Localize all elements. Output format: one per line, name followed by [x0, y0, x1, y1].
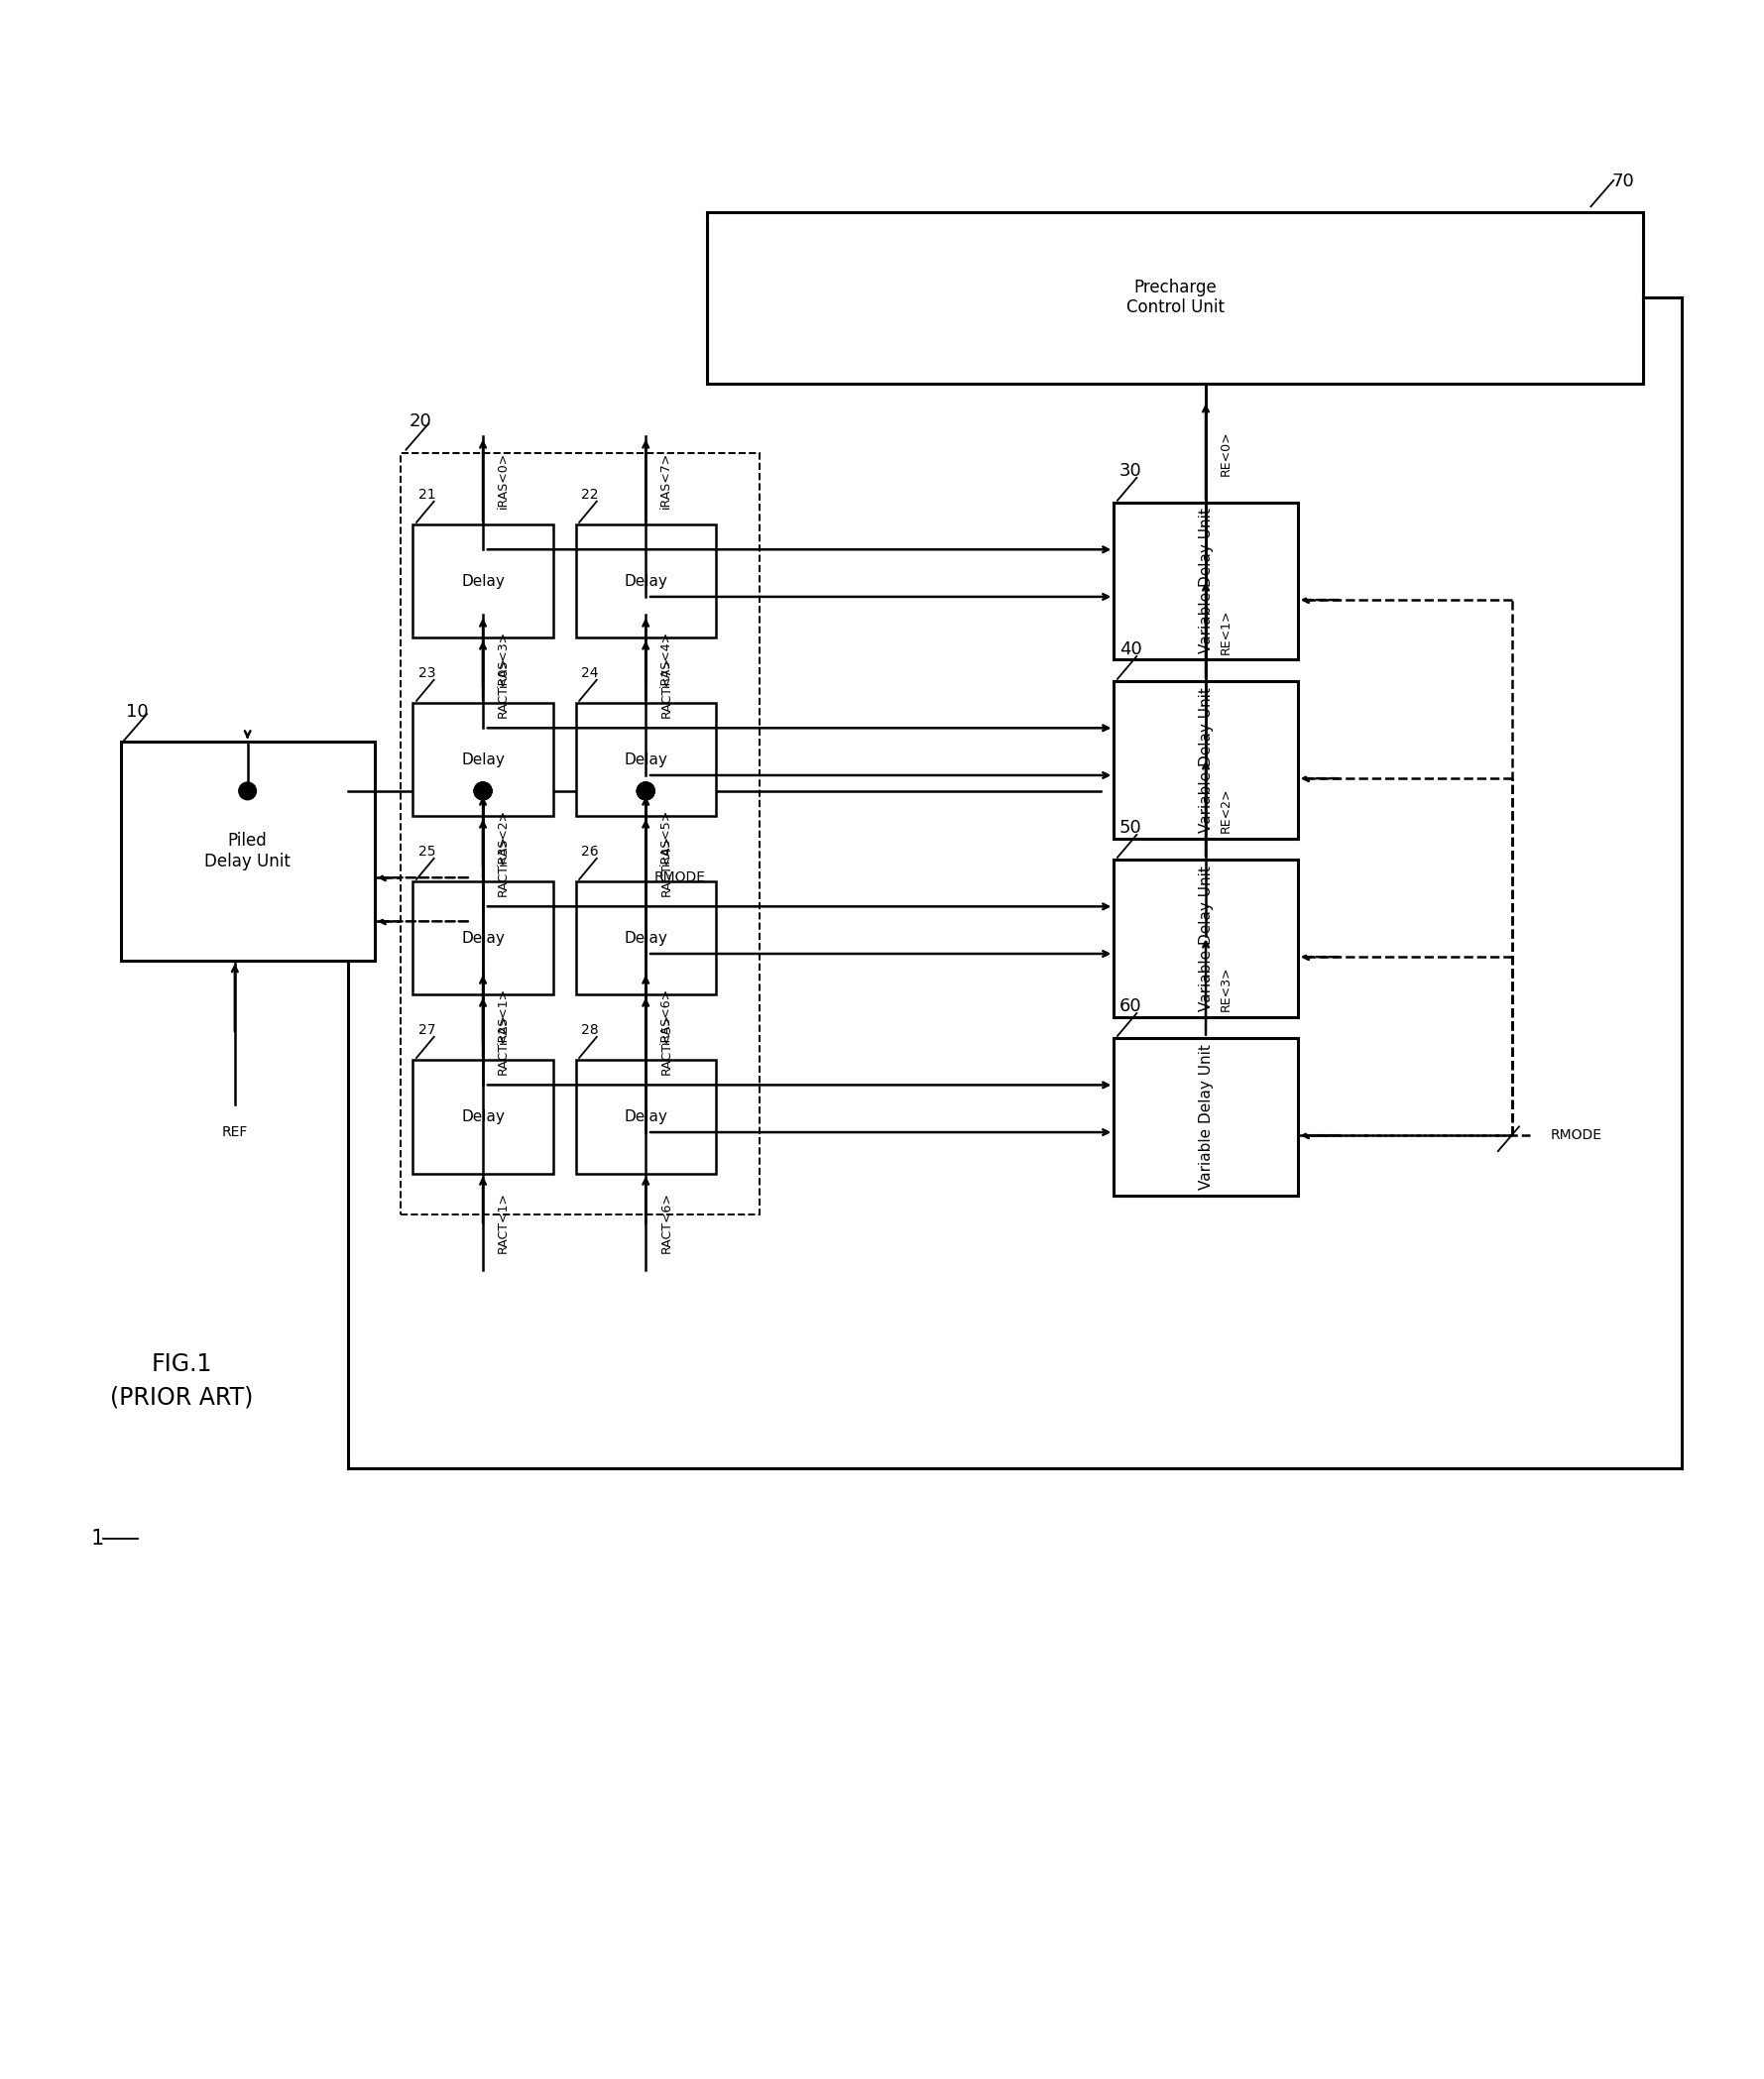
Text: iRAS<4>: iRAS<4>	[660, 630, 672, 688]
Text: RE<0>: RE<0>	[1219, 430, 1233, 476]
Text: RMODE: RMODE	[1551, 1129, 1602, 1141]
FancyBboxPatch shape	[400, 453, 760, 1214]
Text: iRAS<1>: iRAS<1>	[497, 988, 510, 1044]
Text: 28: 28	[580, 1023, 598, 1037]
Text: FIG.1
(PRIOR ART): FIG.1 (PRIOR ART)	[111, 1351, 254, 1410]
Text: 10: 10	[125, 703, 148, 721]
FancyBboxPatch shape	[1113, 1037, 1298, 1195]
Text: REF: REF	[222, 1125, 249, 1139]
Text: Variable Delay Unit: Variable Delay Unit	[1198, 507, 1214, 653]
Text: RE<2>: RE<2>	[1219, 788, 1233, 834]
Text: RACT<5>: RACT<5>	[660, 1012, 672, 1075]
Text: 24: 24	[580, 665, 598, 680]
FancyBboxPatch shape	[707, 212, 1644, 383]
Text: 27: 27	[418, 1023, 436, 1037]
Text: 30: 30	[1118, 462, 1141, 480]
Text: 22: 22	[580, 486, 598, 501]
Circle shape	[475, 782, 492, 800]
Text: Delay: Delay	[460, 753, 505, 767]
Text: RACT<1>: RACT<1>	[497, 1191, 510, 1254]
Text: Piled
Delay Unit: Piled Delay Unit	[205, 832, 291, 871]
Text: Delay: Delay	[460, 574, 505, 588]
Text: iRAS<2>: iRAS<2>	[497, 809, 510, 865]
Text: 1: 1	[92, 1528, 104, 1549]
FancyBboxPatch shape	[575, 703, 716, 817]
Text: Delay: Delay	[460, 931, 505, 946]
FancyBboxPatch shape	[575, 1060, 716, 1173]
Circle shape	[637, 782, 654, 800]
FancyBboxPatch shape	[1113, 859, 1298, 1017]
Text: Delay: Delay	[624, 753, 667, 767]
Text: RACT<0>: RACT<0>	[497, 657, 510, 717]
Text: RACT<7>: RACT<7>	[660, 657, 672, 717]
Text: 50: 50	[1118, 819, 1141, 836]
Text: 23: 23	[418, 665, 436, 680]
FancyBboxPatch shape	[120, 742, 374, 960]
Text: RACT<6>: RACT<6>	[660, 1191, 672, 1254]
Text: 70: 70	[1612, 173, 1635, 191]
Text: iRAS<0>: iRAS<0>	[497, 451, 510, 509]
Text: iRAS<6>: iRAS<6>	[660, 988, 672, 1044]
Text: Delay: Delay	[624, 931, 667, 946]
Text: Variable Delay Unit: Variable Delay Unit	[1198, 686, 1214, 832]
Text: RACT<2>: RACT<2>	[497, 1012, 510, 1075]
FancyBboxPatch shape	[413, 1060, 552, 1173]
FancyBboxPatch shape	[413, 524, 552, 638]
Text: Precharge
Control Unit: Precharge Control Unit	[1125, 279, 1224, 316]
Circle shape	[475, 782, 492, 800]
Text: Delay: Delay	[624, 574, 667, 588]
Text: Delay: Delay	[460, 1108, 505, 1125]
Circle shape	[475, 782, 492, 800]
Text: RACT<3>: RACT<3>	[497, 834, 510, 896]
FancyBboxPatch shape	[1113, 680, 1298, 838]
FancyBboxPatch shape	[1113, 503, 1298, 659]
FancyBboxPatch shape	[413, 703, 552, 817]
Text: 40: 40	[1118, 640, 1141, 659]
Text: Delay: Delay	[624, 1108, 667, 1125]
Circle shape	[637, 782, 654, 800]
Text: 25: 25	[418, 844, 436, 859]
Text: 21: 21	[418, 486, 436, 501]
Text: 26: 26	[580, 844, 598, 859]
Text: 60: 60	[1118, 998, 1141, 1015]
Circle shape	[637, 782, 654, 800]
Text: iRAS<3>: iRAS<3>	[497, 630, 510, 688]
Text: RACT<4>: RACT<4>	[660, 834, 672, 896]
Text: 20: 20	[409, 412, 432, 430]
Text: RE<1>: RE<1>	[1219, 609, 1233, 655]
Text: iRAS<7>: iRAS<7>	[660, 451, 672, 509]
Circle shape	[238, 782, 256, 800]
FancyBboxPatch shape	[575, 881, 716, 996]
Text: RE<3>: RE<3>	[1219, 967, 1233, 1010]
Text: RMODE: RMODE	[654, 871, 706, 884]
Circle shape	[475, 782, 492, 800]
FancyBboxPatch shape	[575, 524, 716, 638]
Text: iRAS<5>: iRAS<5>	[660, 809, 672, 865]
FancyBboxPatch shape	[413, 881, 552, 996]
Circle shape	[637, 782, 654, 800]
Text: Variable Delay Unit: Variable Delay Unit	[1198, 1044, 1214, 1189]
Text: Variable Delay Unit: Variable Delay Unit	[1198, 865, 1214, 1010]
